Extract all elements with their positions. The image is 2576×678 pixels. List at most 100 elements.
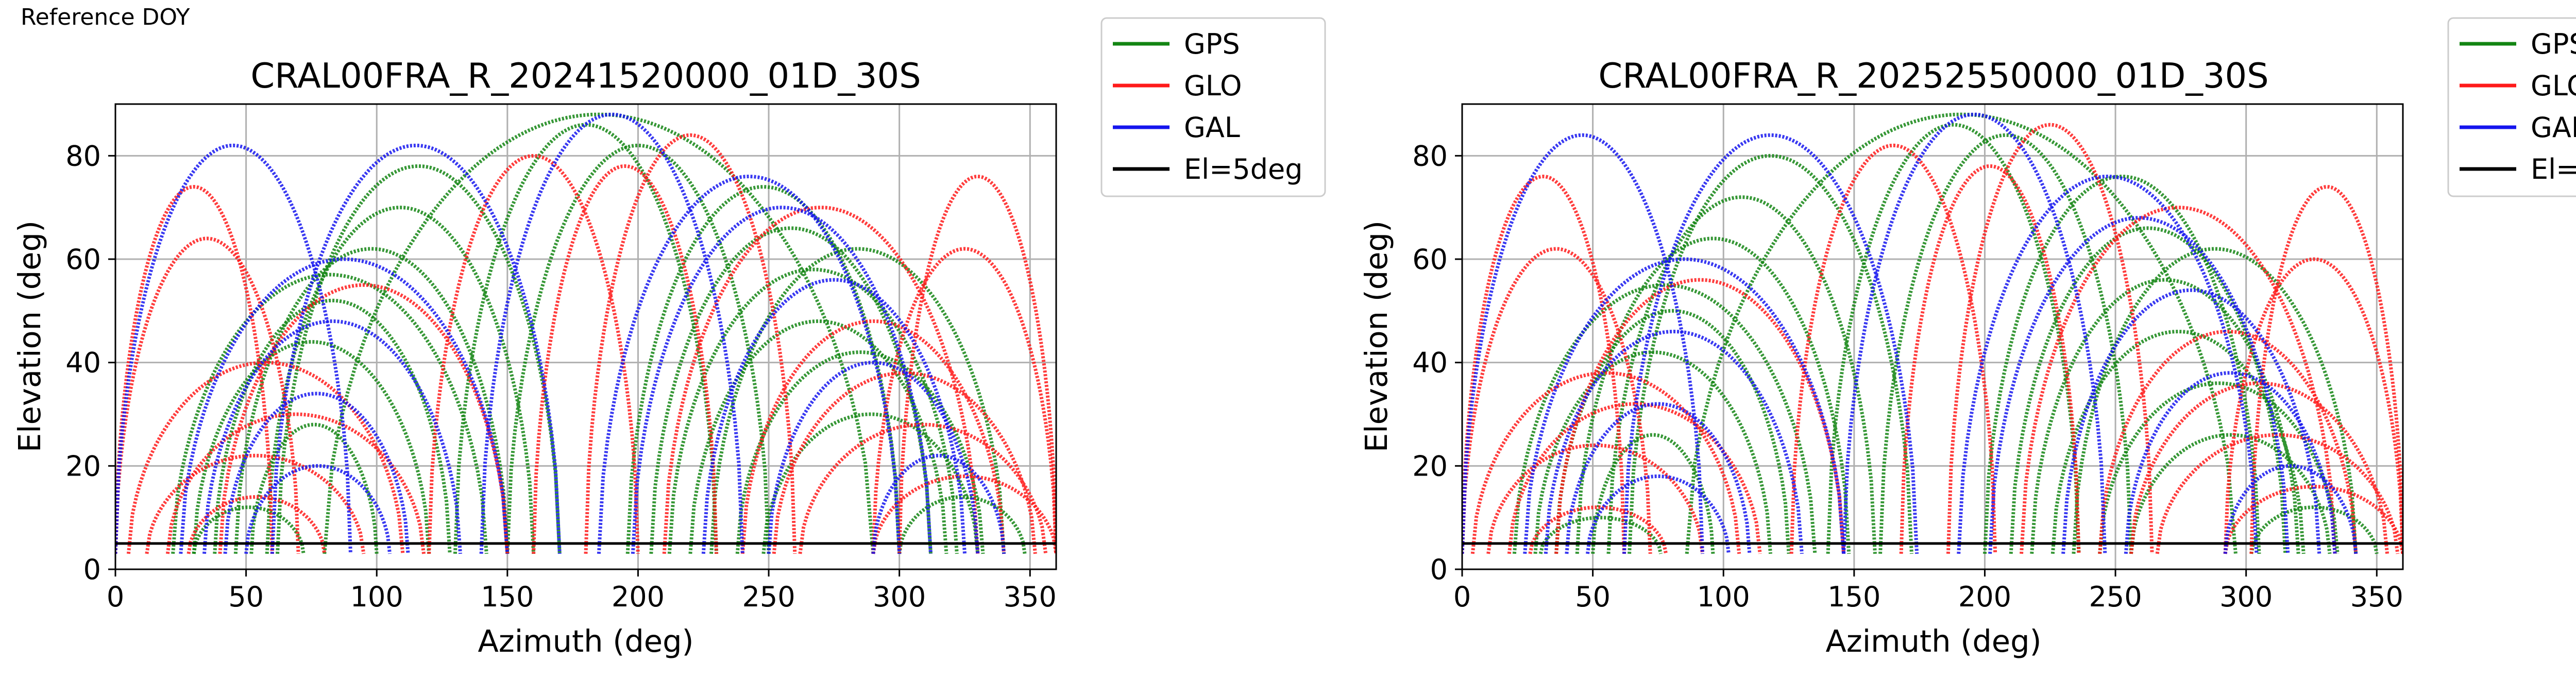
chart-left-marks: [115, 112, 1056, 554]
x-tick-label: 150: [481, 581, 534, 613]
satellite-track-glo: [897, 174, 1056, 554]
satellite-track-gps: [649, 226, 933, 554]
x-tick-label: 0: [1453, 581, 1471, 613]
legend-left: GPS GLO GAL El=5deg: [1100, 17, 1326, 197]
reference-doy-label: Reference DOY: [21, 4, 190, 30]
y-tick-label: 60: [1412, 243, 1448, 276]
satellite-track-gps: [1538, 516, 1663, 554]
chart-left-frame: [114, 103, 1057, 570]
legend-right-label-el5: El=5deg: [2531, 153, 2576, 185]
satellite-track-gps: [735, 350, 985, 554]
y-tick-label: 20: [1412, 450, 1448, 482]
satellite-track-gps: [233, 247, 510, 554]
legend-left-label-glo: GLO: [1184, 70, 1242, 102]
satellite-track-gps: [213, 298, 452, 554]
satellite-track-glo: [1946, 123, 2154, 554]
x-tick-label: 350: [1004, 581, 1057, 613]
satellite-track-gal: [767, 361, 980, 554]
satellite-track-glo: [2020, 206, 2337, 554]
satellite-track-gps: [1982, 174, 2261, 554]
chart-right-ticks: 0 50 100 150 200 250 300 350 0 20 40 60 80: [1412, 140, 2403, 613]
satellite-track-gps: [1575, 236, 1851, 554]
legend-right-label-gal: GAL: [2531, 111, 2576, 144]
x-tick-label: 200: [612, 581, 665, 613]
satellite-track-gal: [631, 206, 933, 554]
satellite-track-glo: [1789, 143, 1997, 554]
satellite-track-glo: [1554, 278, 1845, 554]
y-tick-label: 80: [1412, 140, 1448, 172]
satellite-track-glo: [2249, 184, 2403, 554]
satellite-track-gps: [1628, 154, 1913, 554]
x-tick-label: 300: [2219, 581, 2273, 613]
x-tick-label: 100: [350, 581, 403, 613]
satellite-track-gps: [1512, 283, 1817, 554]
x-tick-label: 50: [228, 581, 264, 613]
legend-right-box: [2447, 17, 2576, 197]
satellite-track-gps: [171, 273, 488, 554]
satellite-track-glo: [115, 184, 274, 554]
x-tick-label: 100: [1697, 581, 1750, 613]
satellite-track-glo: [145, 453, 366, 554]
chart-right-xlabel: Azimuth (deg): [1825, 623, 2041, 659]
satellite-track-glo: [532, 164, 719, 554]
satellite-track-gps: [2098, 381, 2340, 554]
satellite-track-glo: [1899, 164, 2081, 554]
satellite-track-gal: [1957, 174, 2259, 554]
satellite-track-gal: [479, 112, 744, 554]
y-tick-label: 60: [65, 243, 101, 276]
satellite-track-glo: [871, 247, 1056, 554]
legend-left-box: [1100, 17, 1326, 197]
satellite-track-gps: [1606, 195, 1877, 554]
y-tick-label: 0: [83, 553, 101, 586]
satellite-track-gps: [265, 206, 536, 554]
satellite-track-gal: [244, 464, 392, 554]
x-tick-label: 250: [2089, 581, 2142, 613]
satellite-track-glo: [218, 283, 510, 554]
satellite-track-gal: [871, 453, 1006, 554]
satellite-track-gps: [1554, 309, 1791, 554]
satellite-track-gal: [1586, 474, 1731, 554]
y-tick-label: 40: [1412, 347, 1448, 379]
satellite-track-gps: [192, 340, 431, 554]
satellite-track-gal: [1842, 112, 2107, 554]
satellite-track-gal: [115, 143, 352, 554]
satellite-track-gal: [2061, 288, 2321, 554]
chart-right: CRAL00FRA_R_20252550000_01D_30S 0 50 100 15…: [1359, 56, 2404, 659]
satellite-track-gal: [1544, 329, 1804, 554]
satellite-track-glo: [2155, 433, 2400, 554]
satellite-track-glo: [126, 361, 405, 554]
y-tick-label: 0: [1430, 553, 1448, 586]
legend-right: GPS GLO GAL El=5deg: [2447, 17, 2576, 197]
satellite-track-glo: [427, 154, 640, 554]
satellite-track-glo: [662, 206, 980, 554]
satellite-track-gps: [1878, 133, 2133, 554]
chart-left-title: CRAL00FRA_R_20241520000_01D_30S: [250, 56, 921, 96]
y-tick-label: 80: [65, 140, 101, 172]
x-tick-label: 350: [2350, 581, 2403, 613]
satellite-track-gal: [1523, 257, 1845, 554]
chart-right-marks: [1462, 112, 2403, 554]
x-tick-label: 0: [107, 581, 124, 613]
satellite-track-glo: [1528, 505, 1668, 554]
chart-left-xlabel: Azimuth (deg): [478, 623, 693, 659]
chart-right-ylabel: Elevation (deg): [1359, 221, 1394, 452]
y-tick-label: 40: [65, 347, 101, 379]
satellite-track-gal: [1988, 216, 2290, 554]
chart-right-title: CRAL00FRA_R_20252550000_01D_30S: [1598, 56, 2268, 96]
satellite-track-gal: [270, 143, 562, 554]
x-tick-label: 200: [1958, 581, 2011, 613]
satellite-track-gps: [897, 495, 1027, 554]
x-tick-label: 150: [1827, 581, 1880, 613]
satellite-track-glo: [165, 412, 426, 554]
satellite-track-gal: [223, 392, 410, 554]
satellite-track-gps: [709, 247, 1006, 554]
satellite-track-glo: [115, 236, 300, 554]
x-tick-label: 250: [742, 581, 795, 613]
satellite-track-gal: [179, 257, 510, 554]
satellite-track-gps: [2009, 226, 2287, 554]
satellite-track-glo: [871, 474, 1056, 554]
satellite-track-gps: [667, 267, 959, 554]
chart-left-ticks: 0 50 100 150 200 250 300 350 0 20 40 60 80: [65, 140, 1057, 613]
satellite-track-glo: [2223, 257, 2403, 554]
